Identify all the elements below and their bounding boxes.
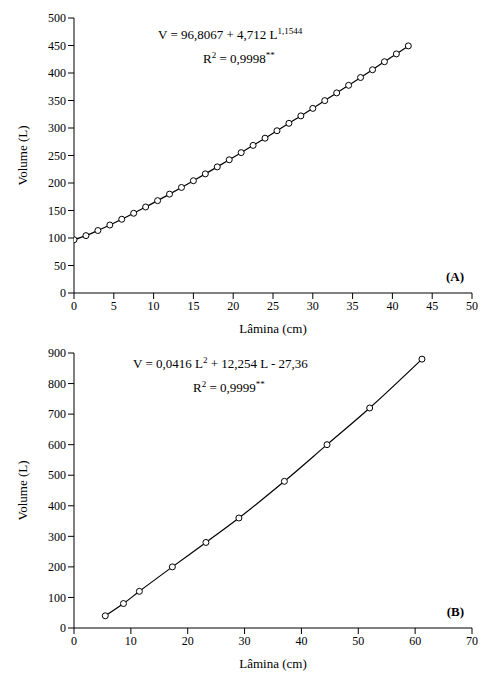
svg-text:15: 15	[187, 299, 199, 313]
svg-text:5: 5	[111, 299, 117, 313]
html-text:R2= 0,9998**: R2= 0,9998**	[203, 50, 275, 67]
svg-text:400: 400	[48, 66, 66, 80]
svg-text:100: 100	[48, 231, 66, 245]
svg-text:900: 900	[48, 346, 66, 360]
svg-text:40: 40	[386, 299, 398, 313]
svg-text:250: 250	[48, 149, 66, 163]
svg-text:50: 50	[54, 259, 66, 273]
svg-text:10: 10	[148, 299, 160, 313]
svg-text:60: 60	[409, 634, 421, 648]
html-text:V = 0,0416 L2+ 12,254 L - 27,3: V = 0,0416 L2+ 12,254 L - 27,36	[133, 355, 308, 372]
svg-text:Volume (L): Volume (L)	[15, 460, 30, 520]
svg-text:30: 30	[307, 299, 319, 313]
svg-text:800: 800	[48, 377, 66, 391]
svg-text:Lâmina (cm): Lâmina (cm)	[239, 321, 307, 336]
svg-text:0: 0	[60, 621, 66, 635]
html-text:(B): (B)	[446, 604, 464, 619]
svg-text:150: 150	[48, 204, 66, 218]
svg-text:400: 400	[48, 499, 66, 513]
svg-text:0: 0	[71, 634, 77, 648]
svg-text:70: 70	[466, 634, 478, 648]
svg-text:50: 50	[466, 299, 478, 313]
html-text:V = 96,8067 + 4,712 L1,1544: V = 96,8067 + 4,712 L1,1544	[158, 26, 303, 43]
svg-text:200: 200	[48, 560, 66, 574]
svg-text:100: 100	[48, 591, 66, 605]
svg-text:20: 20	[182, 634, 194, 648]
svg-text:20: 20	[227, 299, 239, 313]
svg-text:50: 50	[352, 634, 364, 648]
svg-text:35: 35	[347, 299, 359, 313]
svg-text:500: 500	[48, 468, 66, 482]
svg-text:0: 0	[71, 299, 77, 313]
svg-text:300: 300	[48, 121, 66, 135]
svg-text:Volume (L): Volume (L)	[15, 125, 30, 185]
svg-text:350: 350	[48, 94, 66, 108]
html-text:(A): (A)	[446, 269, 464, 284]
svg-text:25: 25	[267, 299, 279, 313]
svg-text:300: 300	[48, 530, 66, 544]
svg-text:30: 30	[239, 634, 251, 648]
svg-text:450: 450	[48, 39, 66, 53]
svg-text:40: 40	[295, 634, 307, 648]
svg-text:200: 200	[48, 176, 66, 190]
svg-text:45: 45	[426, 299, 438, 313]
html-text:R2= 0,9999**: R2= 0,9999**	[193, 379, 265, 396]
svg-text:500: 500	[48, 11, 66, 25]
svg-text:0: 0	[60, 286, 66, 300]
svg-text:10: 10	[125, 634, 137, 648]
svg-text:600: 600	[48, 438, 66, 452]
svg-text:Lâmina (cm): Lâmina (cm)	[239, 656, 307, 671]
svg-text:700: 700	[48, 407, 66, 421]
